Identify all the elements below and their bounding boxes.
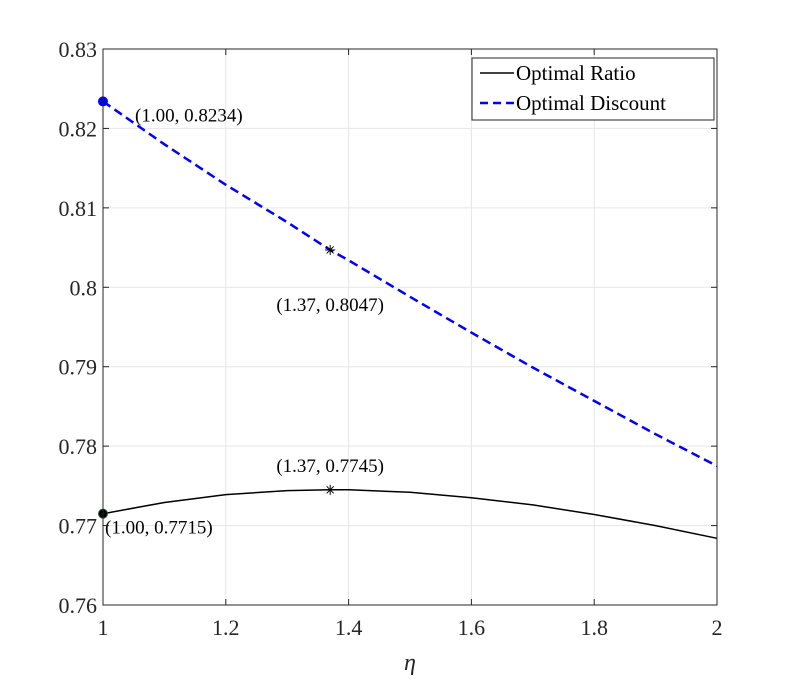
y-tick-label: 0.8 — [70, 275, 98, 300]
data-point-label: (1.00, 0.7715) — [105, 518, 213, 539]
x-tick-label: 1 — [98, 615, 109, 640]
y-tick-label: 0.78 — [59, 434, 98, 459]
plot-frame — [102, 48, 718, 606]
x-tick-label: 1.2 — [212, 615, 240, 640]
data-point-label: (1.37, 0.8047) — [276, 295, 384, 316]
legend: Optimal Ratio Optimal Discount — [471, 57, 715, 121]
legend-label-optimal-ratio: Optimal Ratio — [516, 61, 636, 85]
y-tick-label: 0.82 — [59, 116, 98, 141]
legend-label-optimal-discount: Optimal Discount — [516, 91, 666, 115]
x-axis-title: η — [404, 650, 416, 676]
plot-background — [103, 49, 717, 605]
star-marker — [325, 244, 336, 255]
series-line-optimal-ratio — [102, 489, 718, 540]
y-tick-label: 0.77 — [59, 514, 98, 539]
legend-box — [471, 57, 715, 121]
y-tick-label: 0.83 — [59, 37, 98, 62]
data-point-label: (1.37, 0.7745) — [276, 456, 384, 477]
x-tick-label: 1.6 — [458, 615, 486, 640]
series-layer — [102, 100, 718, 540]
marker-layer: (1.00, 0.8234) (1.37, 0.8047) (1.37, 0.774… — [98, 96, 384, 539]
series-line-optimal-discount — [102, 100, 718, 468]
data-point-label: (1.00, 0.8234) — [135, 105, 243, 126]
ticks-layer: 1 1.2 1.4 1.6 1.8 2 0.76 0.77 0.78 0.79 0.8 0.81 0.8… — [59, 37, 723, 640]
y-tick-label: 0.81 — [59, 196, 98, 221]
y-tick-label: 0.76 — [59, 593, 98, 618]
star-marker — [325, 484, 336, 495]
x-tick-label: 1.4 — [335, 615, 363, 640]
y-tick-label: 0.79 — [59, 355, 98, 380]
x-tick-label: 2 — [712, 615, 723, 640]
x-tick-label: 1.8 — [580, 615, 608, 640]
